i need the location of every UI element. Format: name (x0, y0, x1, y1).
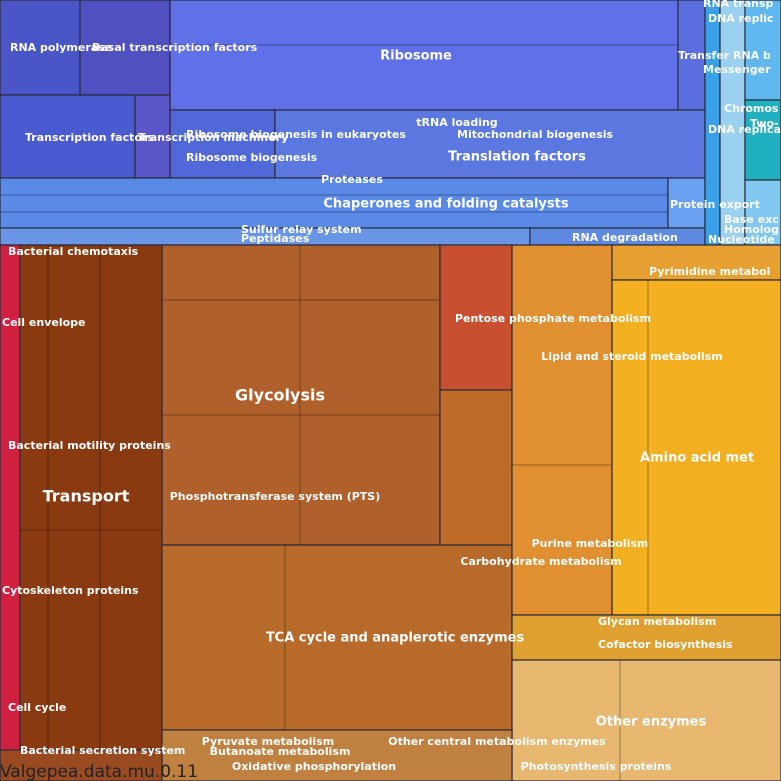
label: Chromos (724, 102, 779, 115)
label: Pyruvate metabolism (202, 735, 334, 748)
tile (611, 279, 781, 616)
tile (274, 109, 706, 179)
label: Transport (43, 487, 130, 506)
label: Homolog (724, 223, 779, 236)
label: DNA replic (708, 12, 774, 25)
label: Bacterial chemotaxis (8, 245, 139, 258)
tile (161, 544, 513, 731)
label: Other enzymes (596, 715, 707, 730)
tile (169, 109, 276, 179)
tile (677, 0, 706, 111)
label: Carbohydrate metabolism (460, 555, 621, 568)
tile (744, 99, 781, 181)
label: Transfer RNA b (678, 49, 771, 62)
label: Photosynthesis proteins (521, 760, 672, 773)
label: Bacterial motility proteins (8, 439, 171, 452)
label: Sulfur relay system (241, 223, 362, 236)
label: TCA cycle and anaplerotic enzymes (266, 631, 525, 646)
label: Purine metabolism (532, 537, 649, 550)
label: Pyrimidine metabol (649, 265, 770, 278)
label: Amino acid met (640, 451, 754, 466)
label: Cell envelope (2, 316, 86, 329)
tile (439, 244, 513, 391)
tile (0, 177, 669, 229)
label: Proteases (321, 173, 383, 186)
label: DNA replica (708, 123, 781, 136)
label: Mitochondrial biogenesis (457, 128, 614, 141)
tile (511, 659, 781, 781)
label: Phosphotransferase system (PTS) (170, 490, 381, 503)
label: Nucleotide (708, 233, 775, 246)
title: Valgepea.data.mu.0.11 (0, 762, 198, 781)
tile (161, 729, 513, 781)
label: Ribosome biogenesis (186, 151, 318, 164)
tile (719, 0, 746, 246)
label: Peptidases (241, 232, 310, 245)
sub-tiles (0, 44, 678, 781)
tile (744, 179, 781, 246)
label: Cell cycle (8, 701, 66, 714)
label: RNA degradation (572, 231, 678, 244)
label: Glycolysis (235, 386, 325, 405)
label: Bacterial secretion system (20, 744, 185, 757)
tile (511, 614, 781, 661)
tile (439, 389, 513, 546)
label: Butanoate metabolism (210, 745, 351, 758)
label: Lipid and steroid metabolism (541, 350, 722, 363)
tile (19, 244, 163, 751)
label: Basal transcription factors (92, 41, 258, 54)
label: Ribosome biogenesis in eukaryotes (186, 128, 406, 141)
label: Pentose phosphate metabolism (455, 312, 651, 325)
tile (744, 0, 781, 101)
tile (0, 94, 136, 179)
label: Messenger (703, 63, 771, 76)
label: Two- (750, 117, 779, 130)
label: RNA polymerase (10, 41, 112, 54)
label: Other central metabolism enzymes (388, 735, 606, 748)
tile (79, 0, 171, 96)
label: RNA transp (703, 0, 774, 10)
label: Cofactor biosynthesis (598, 638, 733, 651)
label: tRNA loading (416, 116, 497, 129)
label: Cytoskeleton proteins (2, 584, 139, 597)
label: Base exc (724, 213, 779, 226)
label: Glycan metabolism (598, 615, 716, 628)
label: Translation factors (448, 150, 586, 165)
label: Chaperones and folding catalysts (323, 197, 568, 212)
tile (0, 749, 163, 781)
label: Oxidative phosphorylation (232, 760, 396, 773)
label: Protein export (670, 198, 760, 211)
label: Transcription machinery (138, 131, 288, 144)
label: Ribosome (380, 49, 452, 64)
label: Transcription factors (25, 131, 154, 144)
